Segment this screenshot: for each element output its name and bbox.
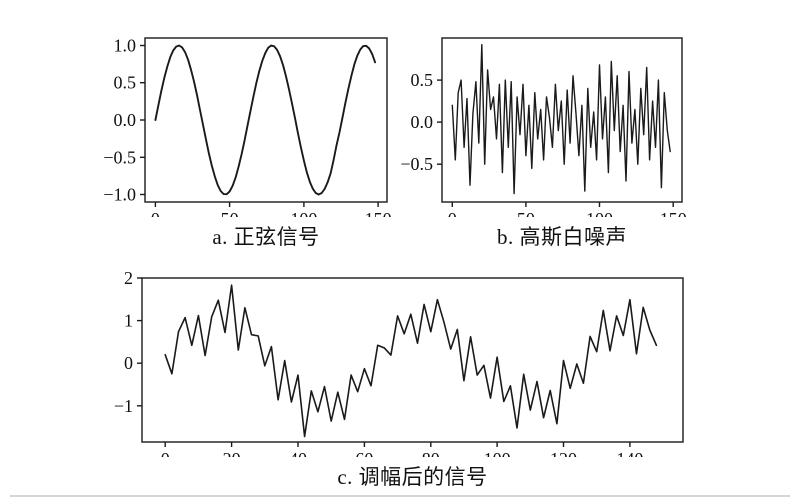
svg-text:20: 20: [223, 449, 241, 457]
svg-text:1: 1: [124, 311, 133, 331]
svg-text:100: 100: [586, 209, 613, 217]
svg-text:50: 50: [517, 209, 535, 217]
gaussian-noise-caption: b. 高斯白噪声: [497, 225, 627, 249]
svg-text:120: 120: [550, 449, 577, 457]
svg-text:−0.5: −0.5: [400, 154, 433, 174]
svg-text:−1.0: −1.0: [103, 185, 136, 205]
modulated-signal-caption: c. 调幅后的信号: [337, 465, 488, 489]
gaussian-noise-plot: 0 50 100 150 0.5 0.0 −0.5: [400, 37, 687, 217]
svg-text:0.0: 0.0: [411, 112, 434, 132]
svg-text:80: 80: [422, 449, 440, 457]
svg-text:0.0: 0.0: [114, 110, 137, 130]
svg-text:1.0: 1.0: [114, 36, 137, 56]
chart-sine-signal: 0 50 100 150 1.0 0.5 0.0 −0.5 −1.0 a. 正弦信号: [95, 22, 395, 251]
svg-text:−1: −1: [114, 396, 133, 416]
sine-signal-caption: a. 正弦信号: [212, 225, 320, 249]
svg-text:140: 140: [616, 449, 643, 457]
svg-text:0: 0: [151, 209, 160, 217]
svg-text:60: 60: [355, 449, 373, 457]
page-bottom-divider: [10, 495, 790, 497]
svg-text:150: 150: [365, 209, 392, 217]
svg-text:0.5: 0.5: [411, 70, 434, 90]
svg-text:150: 150: [660, 209, 687, 217]
sine-signal-plot: 0 50 100 150 1.0 0.5 0.0 −0.5 −1.0: [103, 36, 392, 218]
svg-text:40: 40: [289, 449, 307, 457]
svg-text:−0.5: −0.5: [103, 147, 136, 167]
chart-gaussian-noise: 0 50 100 150 0.5 0.0 −0.5 b. 高斯白噪声: [393, 22, 688, 251]
svg-text:2: 2: [124, 268, 133, 288]
svg-text:100: 100: [484, 449, 511, 457]
chart-modulated-signal: 0 20 40 60 80 100 120 140 2 1 0 −1 c. 调幅后的信号: [90, 262, 700, 491]
svg-text:50: 50: [221, 209, 239, 217]
modulated-signal-plot: 0 20 40 60 80 100 120 140 2 1 0 −1: [114, 268, 684, 457]
svg-text:0: 0: [448, 209, 457, 217]
svg-text:0.5: 0.5: [114, 73, 137, 93]
svg-text:0: 0: [161, 449, 170, 457]
svg-text:100: 100: [290, 209, 317, 217]
svg-text:0: 0: [124, 353, 133, 373]
